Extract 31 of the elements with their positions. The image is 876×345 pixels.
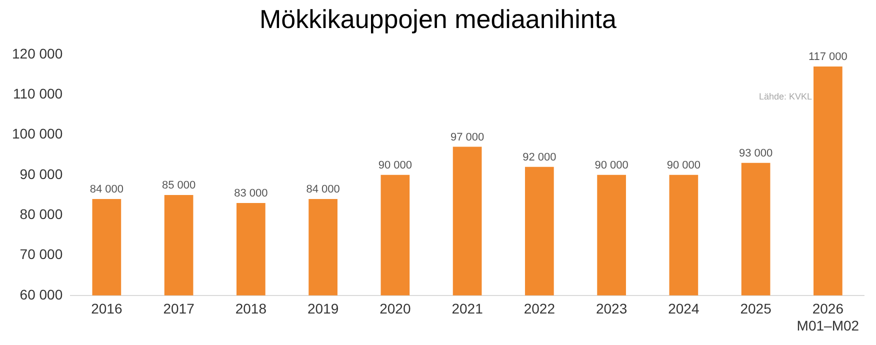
data-label: 93 000 (738, 147, 773, 160)
x-tick-label: 2023 (596, 300, 628, 317)
data-label: 85 000 (162, 180, 196, 192)
x-tick-label: 2025 (740, 300, 772, 317)
y-tick-label: 110 000 (13, 85, 63, 102)
y-tick-label: 70 000 (20, 246, 63, 262)
data-label: 117 000 (808, 50, 848, 63)
data-label: 90 000 (594, 159, 628, 172)
data-label: 83 000 (234, 188, 268, 200)
x-tick-label: 2022 (524, 300, 556, 317)
data-label: 84 000 (306, 184, 340, 196)
x-tick-label: 2024 (668, 300, 700, 317)
y-tick-label: 60 000 (20, 286, 63, 302)
y-tick-label: 120 000 (12, 45, 63, 62)
y-tick-label: 80 000 (20, 206, 63, 222)
x-tick-label: 2026 M01–M02 (796, 300, 860, 334)
chart-title: Mökkikauppojen mediaanihinta (258, 4, 618, 36)
data-label: 90 000 (378, 159, 412, 172)
annotation: Lähde: KVKL (758, 91, 812, 102)
y-tick-label: 90 000 (20, 166, 63, 182)
x-tick-label: 2016 (91, 300, 122, 317)
data-label: 97 000 (450, 131, 484, 144)
x-tick-label: 2019 (307, 300, 339, 317)
x-tick-label: 2018 (235, 300, 267, 317)
y-tick-label: 100 000 (12, 126, 63, 142)
data-label: 84 000 (90, 184, 124, 196)
data-label: 90 000 (666, 159, 701, 172)
x-tick-label: 2020 (380, 300, 411, 317)
x-tick-label: 2021 (452, 300, 484, 317)
data-label: 92 000 (522, 151, 556, 164)
x-tick-label: 2017 (163, 300, 195, 317)
